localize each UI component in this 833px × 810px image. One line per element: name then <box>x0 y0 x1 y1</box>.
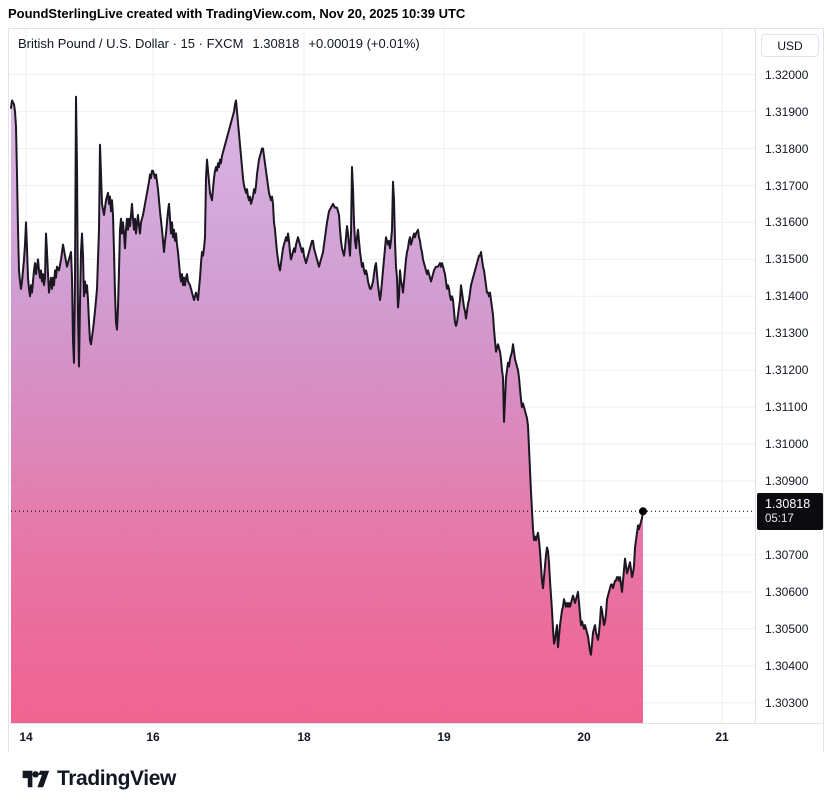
tradingview-logo[interactable]: TradingView <box>22 767 176 791</box>
tradingview-logo-text: TradingView <box>57 767 176 790</box>
title-last-price: 1.30818 <box>252 36 300 51</box>
price-axis-label: 1.31300 <box>765 326 809 341</box>
price-axis[interactable]: USD 1.30818 05:17 1.32000 1.31900 1.31800 1… <box>756 29 823 723</box>
price-axis-label: 1.30500 <box>765 621 809 636</box>
price-axis-label: 1.31900 <box>765 104 809 119</box>
time-axis-label: 18 <box>297 730 311 744</box>
price-axis-label: 1.30400 <box>765 658 809 673</box>
price-axis-label: 1.30900 <box>765 474 809 488</box>
price-axis-label: 1.31700 <box>765 178 809 193</box>
bar-countdown: 05:17 <box>765 512 794 525</box>
time-axis-label: 16 <box>146 730 160 744</box>
tradingview-logo-icon <box>22 770 50 788</box>
time-axis[interactable]: 14 16 18 19 20 21 <box>9 723 823 752</box>
chart-title: British Pound / U.S. Dollar · 15 · FXCM 1… <box>18 36 420 51</box>
price-axis-label: 1.31000 <box>765 437 809 452</box>
currency-label: USD <box>761 34 819 57</box>
price-axis-label: 1.31500 <box>765 252 809 267</box>
price-axis-label: 1.30300 <box>765 695 809 710</box>
chart-plot-area[interactable] <box>9 29 755 723</box>
price-axis-label: 1.31600 <box>765 215 809 230</box>
time-axis-label: 20 <box>577 730 591 744</box>
price-axis-label: 1.30600 <box>765 584 809 599</box>
time-axis-label: 21 <box>715 730 729 744</box>
time-axis-label: 19 <box>437 730 451 744</box>
price-axis-label: 1.31100 <box>765 400 808 415</box>
attribution-text: PoundSterlingLive created with TradingVi… <box>8 6 466 21</box>
price-area-chart <box>9 29 755 723</box>
price-axis-label: 1.32000 <box>765 67 809 82</box>
symbol-title: British Pound / U.S. Dollar · 15 · FXCM <box>18 36 244 51</box>
chart-widget: British Pound / U.S. Dollar · 15 · FXCM 1… <box>8 28 824 752</box>
price-axis-separator <box>755 29 756 751</box>
price-axis-label: 1.31800 <box>765 141 809 156</box>
price-axis-label: 1.30700 <box>765 547 809 562</box>
price-axis-label: 1.31200 <box>765 363 809 378</box>
last-price-tag: 1.30818 05:17 <box>757 492 823 530</box>
title-change: +0.00019 (+0.01%) <box>308 36 420 51</box>
last-price-value: 1.30818 <box>765 496 811 511</box>
price-axis-label: 1.31400 <box>765 289 809 304</box>
time-axis-label: 14 <box>19 730 33 744</box>
